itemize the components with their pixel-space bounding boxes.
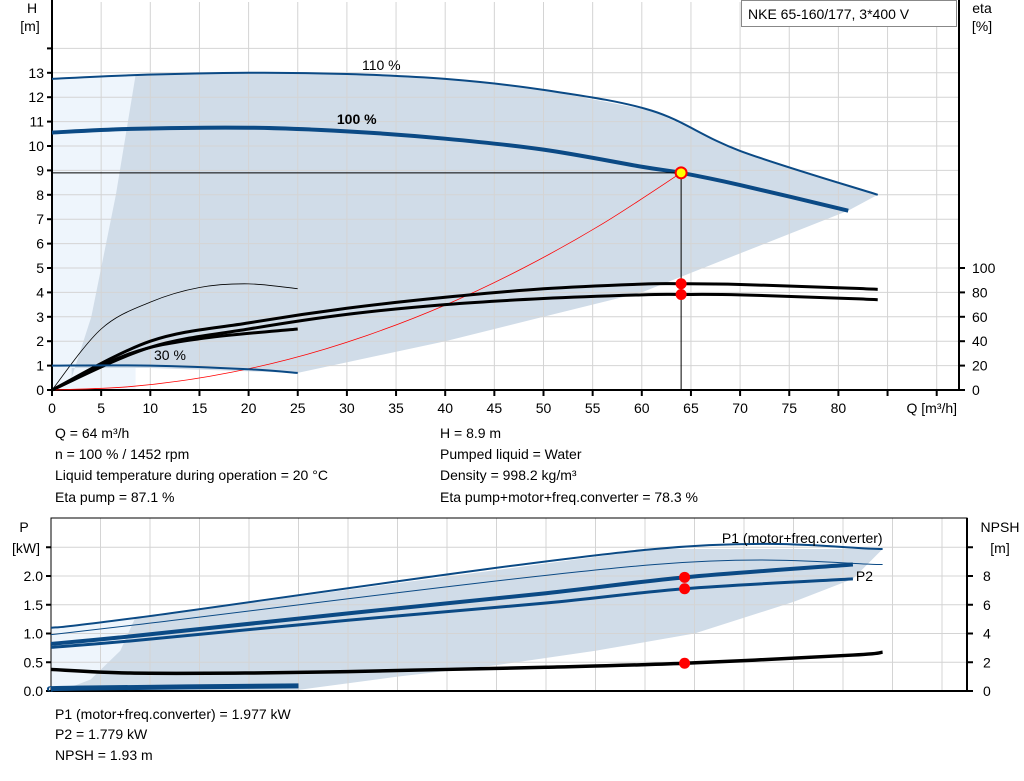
readout-p2: P2 = 1.779 kW (55, 726, 148, 742)
y-tick-label-left: 0.0 (24, 683, 44, 699)
readout-h: H = 8.9 m (440, 425, 502, 441)
y-axis-label-left: H (27, 0, 37, 16)
x-tick-label: 65 (683, 400, 699, 416)
y-tick-label-left: 11 (29, 114, 44, 130)
label-30-percent: 30 % (154, 347, 186, 363)
y-tick-label-right: 40 (972, 333, 988, 349)
y-tick-label-left: 1.0 (24, 626, 44, 642)
y-axis-label-left-unit: [m] (20, 18, 39, 34)
y-tick-label-left: 1 (36, 358, 44, 374)
x-tick-label: 15 (192, 400, 208, 416)
chart-title: NKE 65-160/177, 3*400 V (748, 6, 910, 22)
x-tick-label: 10 (143, 400, 159, 416)
readout-liquid: Pumped liquid = Water (440, 446, 582, 462)
x-tick-label: 30 (339, 400, 355, 416)
readout-speed: n = 100 % / 1452 rpm (55, 446, 190, 462)
y-axis-label-left-unit: [kW] (12, 540, 40, 556)
p2-marker (679, 583, 691, 595)
y-tick-label-right: 2 (983, 654, 991, 670)
y-tick-label-left: 3 (36, 309, 44, 325)
readout-q: Q = 64 m³/h (55, 425, 130, 441)
y-tick-label-right: 8 (983, 568, 991, 584)
y-tick-label-right: 0 (983, 683, 991, 699)
x-tick-label: 0 (48, 400, 56, 416)
y-tick-label-left: 7 (36, 211, 44, 227)
y-tick-label-right: 4 (983, 626, 991, 642)
x-tick-label: 70 (732, 400, 748, 416)
power-curve (50, 577, 853, 649)
label-p1: P1 (motor+freq.converter) (722, 530, 883, 546)
power-curve (50, 542, 883, 629)
y-axis-label-right: NPSH (981, 519, 1020, 535)
x-tick-label: 55 (585, 400, 601, 416)
y-tick-label-left: 2.0 (24, 568, 44, 584)
x-tick-label: 45 (487, 400, 503, 416)
operating-region (71, 72, 878, 378)
y-tick-label-left: 8 (36, 187, 44, 203)
head-curve (51, 71, 879, 196)
operating-region-power (60, 548, 883, 691)
npsh-marker (679, 657, 691, 669)
y-tick-label-left: 9 (36, 162, 44, 178)
y-tick-label-left: 1.5 (24, 597, 44, 613)
npsh-curve (50, 650, 883, 676)
x-tick-label: 50 (536, 400, 552, 416)
x-tick-label: 80 (831, 400, 847, 416)
y-axis-label-left: P (19, 519, 28, 535)
x-tick-label: 40 (437, 400, 453, 416)
y-tick-label-right: 80 (972, 284, 988, 300)
readout-p1: P1 (motor+freq.converter) = 1.977 kW (55, 706, 291, 722)
system-curve (51, 172, 682, 391)
operating-point-marker (674, 166, 688, 180)
readout-density: Density = 998.2 kg/m³ (440, 467, 577, 483)
readout-temperature: Liquid temperature during operation = 20… (55, 467, 328, 483)
x-tick-label: 35 (388, 400, 404, 416)
y-tick-label-left: 2 (36, 333, 44, 349)
eta-curve (51, 292, 878, 392)
readout-eta-pump: Eta pump = 87.1 % (55, 489, 175, 505)
y-tick-label-left: 13 (28, 65, 44, 81)
x-tick-label: 25 (290, 400, 306, 416)
label-100-percent: 100 % (337, 111, 377, 127)
eta-pump-marker (675, 278, 687, 290)
y-tick-label-left: 0.5 (24, 654, 44, 670)
y-tick-label-right: 100 (972, 260, 996, 276)
y-axis-label-right-unit: [m] (990, 540, 1009, 556)
x-tick-label: 20 (241, 400, 257, 416)
x-tick-label: 75 (781, 400, 797, 416)
y-tick-label-left: 0 (36, 382, 44, 398)
eta-total-marker (675, 288, 687, 300)
y-tick-label-left: 12 (28, 89, 44, 105)
readout-eta-total: Eta pump+motor+freq.converter = 78.3 % (440, 489, 698, 505)
title-box: NKE 65-160/177, 3*400 V (741, 0, 957, 27)
y-tick-label-left: 5 (36, 260, 44, 276)
y-tick-label-left: 10 (28, 138, 44, 154)
y-tick-label-left: 6 (36, 236, 44, 252)
label-110-percent: 110 % (362, 57, 401, 73)
power-curve (50, 559, 883, 636)
eta-curve (51, 282, 878, 392)
y-tick-label-right: 60 (972, 309, 988, 325)
y-tick-label-left: 4 (36, 284, 44, 300)
eta-curve (51, 283, 298, 391)
y-tick-label-right: 20 (972, 358, 988, 374)
eta-curve (51, 327, 298, 392)
p1-marker (679, 571, 691, 583)
label-p2: P2 (856, 568, 873, 584)
y-axis-label-right-unit: [%] (972, 18, 992, 34)
x-tick-label: 5 (97, 400, 105, 416)
x-tick-label: 60 (634, 400, 650, 416)
y-tick-label-right: 0 (972, 382, 980, 398)
y-tick-label-right: 6 (983, 597, 991, 613)
readout-npsh: NPSH = 1.93 m (55, 747, 153, 763)
y-axis-label-right: eta (972, 0, 992, 16)
power-curve (50, 562, 854, 646)
head-curve (51, 364, 298, 374)
x-axis-label: Q [m³/h] (907, 400, 958, 416)
head-curve (51, 125, 849, 213)
